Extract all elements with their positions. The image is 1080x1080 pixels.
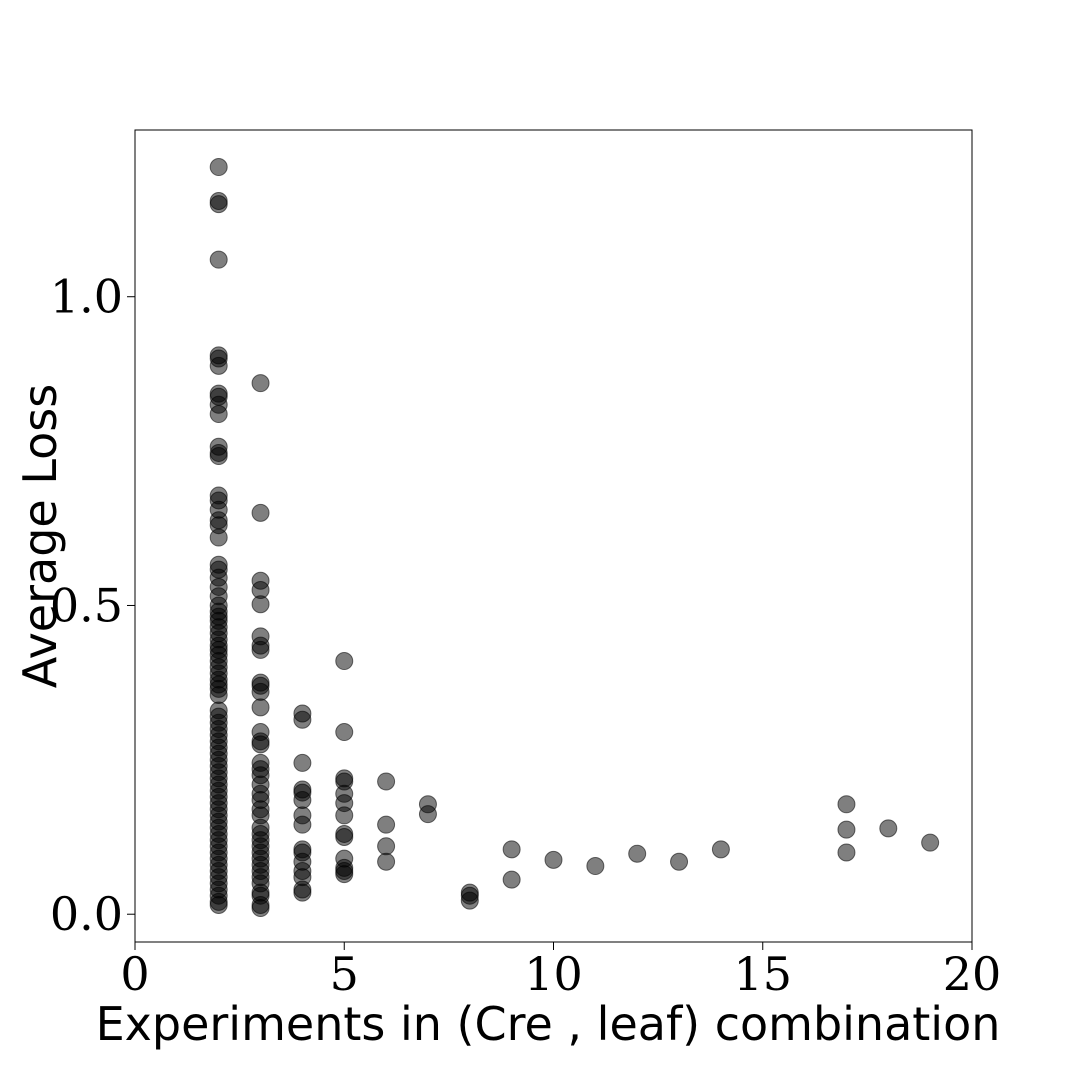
data-point <box>670 852 689 871</box>
data-point <box>544 850 563 869</box>
y-tick-label: 0.5 <box>50 578 123 632</box>
data-point <box>209 528 228 547</box>
data-point <box>502 870 521 889</box>
data-point <box>837 843 856 862</box>
x-tick-label: 10 <box>524 947 583 1001</box>
data-point <box>293 753 312 772</box>
data-point <box>335 723 354 742</box>
data-point <box>460 891 479 910</box>
data-point <box>251 735 270 754</box>
data-point <box>209 250 228 269</box>
data-point <box>335 652 354 671</box>
data-point <box>377 815 396 834</box>
x-tick-label: 15 <box>733 947 792 1001</box>
data-point <box>251 640 270 659</box>
data-point <box>251 374 270 393</box>
points-layer <box>209 158 940 918</box>
data-point <box>209 895 228 914</box>
data-point <box>251 698 270 717</box>
data-point <box>837 820 856 839</box>
y-tick-label: 0.0 <box>50 887 123 941</box>
x-axis: 0 5 10 15 20 <box>120 942 1001 1001</box>
data-point <box>209 447 228 466</box>
data-point <box>209 356 228 375</box>
y-axis-label: Average Loss <box>13 384 67 688</box>
data-point <box>837 795 856 814</box>
data-point <box>335 865 354 884</box>
data-point <box>209 158 228 177</box>
data-point <box>209 686 228 705</box>
data-point <box>293 710 312 729</box>
data-point <box>335 806 354 825</box>
data-point <box>628 844 647 863</box>
data-point <box>418 805 437 824</box>
x-tick-label: 0 <box>120 947 149 1001</box>
x-axis-label: Experiments in (Cre , leaf) combination <box>96 997 1001 1051</box>
y-tick-label: 1.0 <box>50 270 123 324</box>
data-point <box>921 833 940 852</box>
data-point <box>293 790 312 809</box>
data-point <box>711 840 730 859</box>
data-point <box>251 595 270 614</box>
x-tick-label: 5 <box>330 947 359 1001</box>
data-point <box>251 899 270 918</box>
data-point <box>586 857 605 876</box>
data-point <box>879 819 898 838</box>
data-point <box>335 828 354 847</box>
y-axis: 0.0 0.5 1.0 <box>50 270 135 941</box>
data-point <box>293 815 312 834</box>
data-point <box>377 837 396 856</box>
data-point <box>293 883 312 902</box>
x-tick-label: 20 <box>943 947 1002 1001</box>
data-point <box>377 852 396 871</box>
data-point <box>251 503 270 522</box>
data-point <box>209 195 228 214</box>
data-point <box>251 682 270 701</box>
data-point <box>502 840 521 859</box>
data-point <box>377 772 396 791</box>
data-point <box>209 405 228 424</box>
